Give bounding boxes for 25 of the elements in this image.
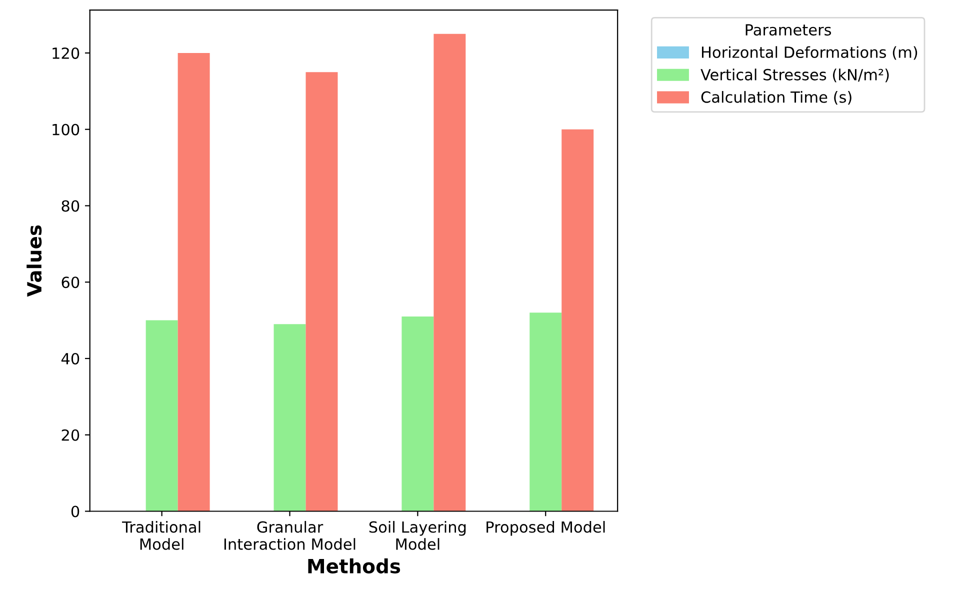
y-tick-label: 20 (62, 429, 80, 441)
y-tick-label: 40 (61, 352, 80, 365)
x-tick-label: Traditional Model (122, 520, 200, 550)
y-axis-title: Values (26, 225, 42, 297)
bar (402, 316, 434, 512)
bar (434, 34, 466, 512)
legend-label: Horizontal Deformations (m) (702, 46, 918, 60)
bar (530, 312, 562, 512)
bar (306, 72, 338, 512)
legend-label: Vertical Stresses (kN/m²) (700, 68, 889, 82)
y-tick-label: 120 (52, 47, 80, 59)
y-tick-label: 0 (71, 506, 80, 518)
y-tick-label: 60 (62, 276, 80, 288)
bar (562, 129, 594, 512)
legend-title: Parameters (746, 24, 832, 36)
legend-label: Calculation Time (s) (701, 91, 852, 105)
x-tick-label: Proposed Model (486, 520, 605, 536)
y-tick-label: 100 (52, 124, 80, 136)
x-tick-label: Granular Interaction Model (224, 520, 356, 550)
x-tick-label: Soil Layering Model (369, 520, 466, 550)
y-tick-label: 80 (62, 200, 80, 212)
bar (274, 324, 306, 512)
bar (146, 320, 178, 512)
bar (178, 52, 210, 512)
x-axis-title: Methods (308, 558, 400, 574)
